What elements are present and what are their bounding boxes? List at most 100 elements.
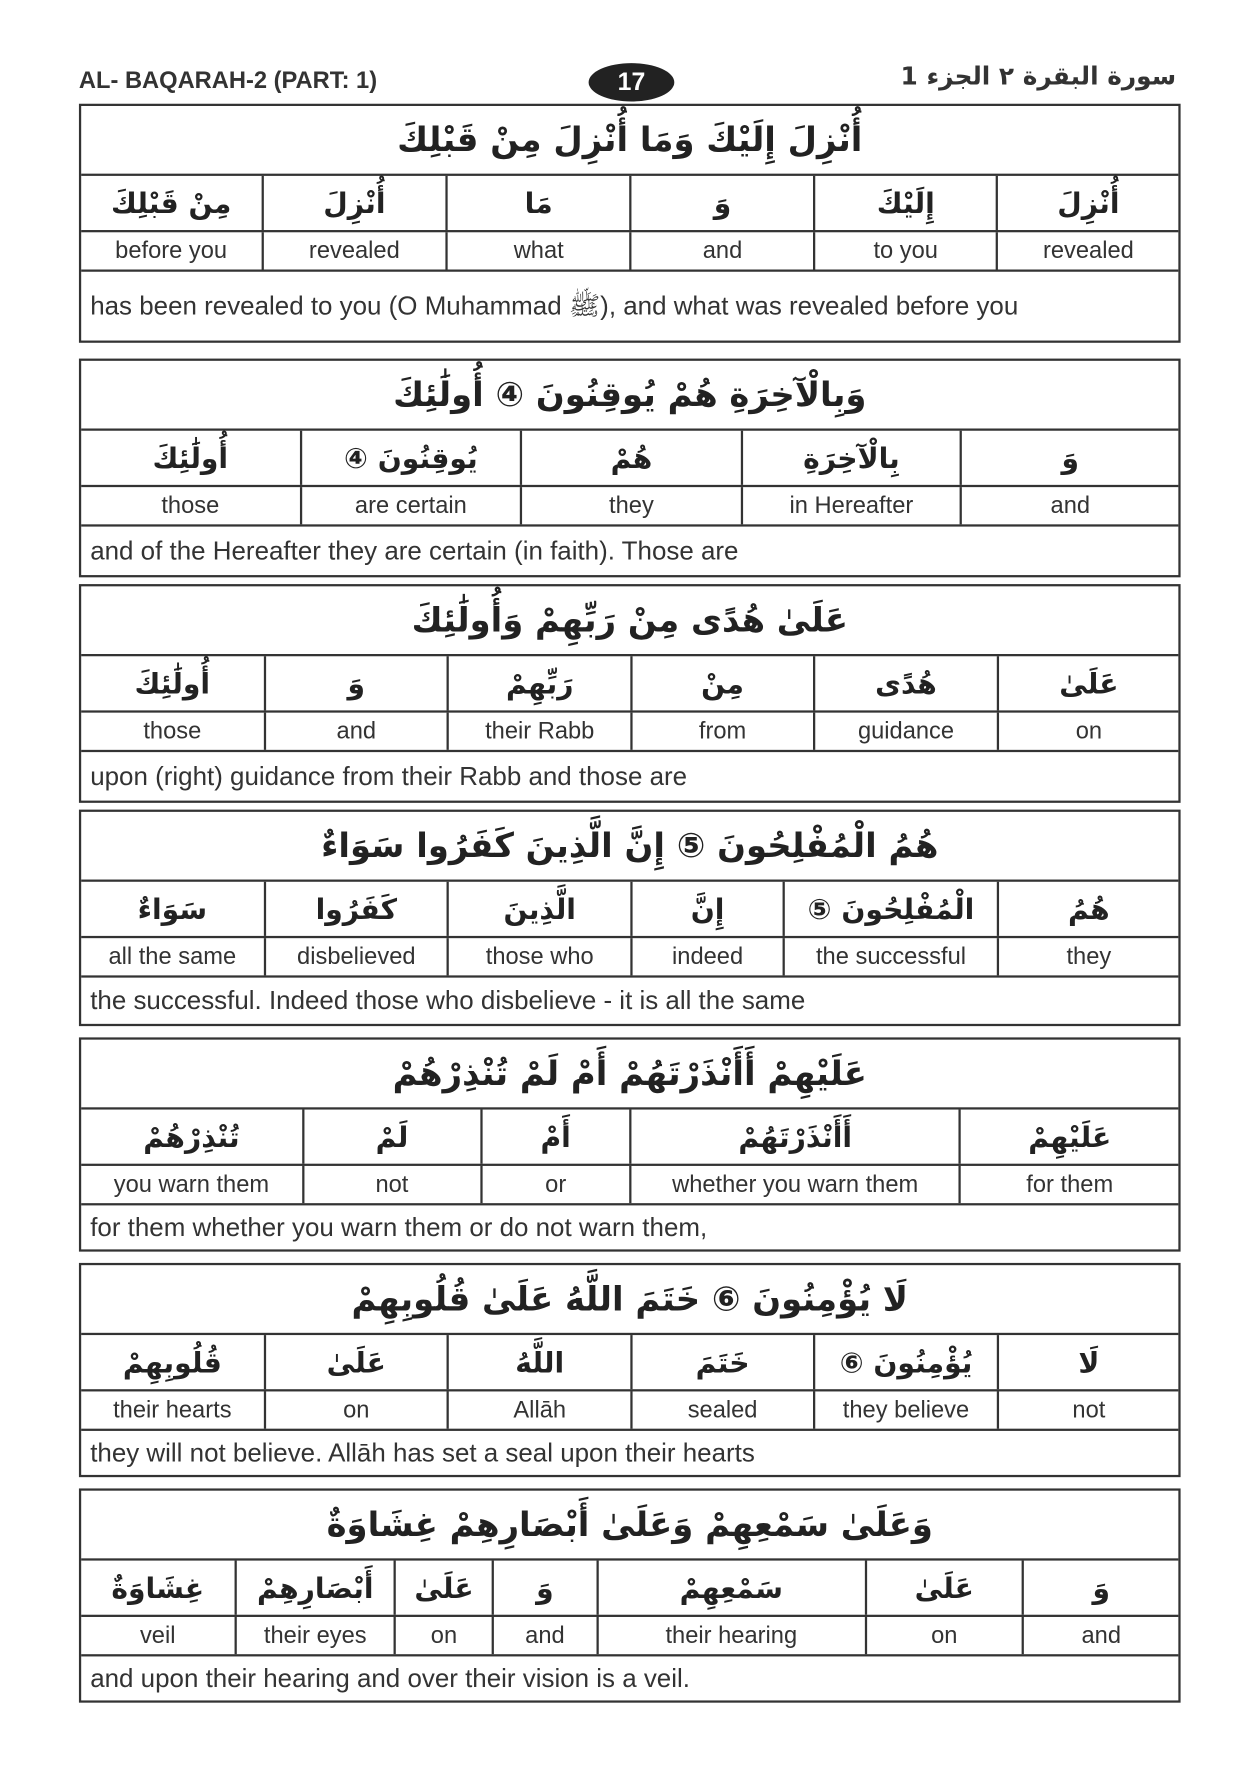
word-arabic: أَمْ [479, 1109, 629, 1164]
word-english: on [997, 712, 1178, 750]
word-arabic: سَمْعِهِمْ [595, 1560, 864, 1615]
word-arabic: أُولَٰئِكَ [152, 441, 229, 475]
word-arabic: غِشَاوَةٌ [111, 1571, 205, 1605]
verse-block: وَعَلَىٰ سَمْعِهِمْ وَعَلَىٰ أَبْصَارِهِ… [78, 1488, 1181, 1703]
word-english: and [263, 712, 446, 750]
word-arabic-row: أُنْزِلَ إِلَيْكَ وَ مَا أُنْزِلَ مِنْ قَبْلِ… [81, 175, 1179, 233]
word-english: those [161, 492, 220, 519]
ayah-arabic: وَبِالْآخِرَةِ هُمْ يُوقِنُونَ ④ أُولَٰئ… [81, 361, 1179, 431]
word-arabic: أُولَٰئِكَ [134, 666, 211, 700]
word-english: guidance [812, 712, 998, 750]
word-english: on [864, 1616, 1022, 1655]
word-arabic: هُمُ [997, 881, 1178, 936]
word-english: for them [958, 1165, 1178, 1204]
word-arabic: أَأَنْذَرْتَهُمْ [629, 1109, 959, 1164]
word-arabic: بِالْآخِرَةِ [740, 430, 960, 485]
word-english: in Hereafter [740, 487, 960, 525]
word-arabic: يُؤْمِنُونَ ⑥ [812, 1335, 998, 1390]
word-english: to you [812, 232, 996, 270]
word-english: Allāh [446, 1391, 630, 1429]
word-arabic: وَ [629, 175, 813, 231]
word-english-row: and on their hearing and on their eyes veil [81, 1616, 1179, 1657]
word-english: their hearts [113, 1396, 232, 1423]
word-english: their eyes [234, 1616, 394, 1655]
word-english-row: and in Hereafter they are certain those [81, 487, 1179, 527]
word-english: and [491, 1616, 596, 1655]
word-arabic-row: هُمُ الْمُفْلِحُونَ ⑤ إِنَّ الَّذِينَ كَفَرُ… [81, 881, 1179, 939]
word-arabic: عَلَىٰ [394, 1560, 492, 1615]
word-arabic: مِنْ قَبْلِكَ [110, 186, 232, 220]
word-english: they [520, 487, 741, 525]
word-arabic: عَلَىٰ [263, 1335, 446, 1390]
word-arabic: لَا [997, 1335, 1178, 1390]
word-english: those [143, 717, 202, 744]
word-arabic-row: لَا يُؤْمِنُونَ ⑥ خَتَمَ اللَّهُ عَلَىٰ قُلُو… [81, 1335, 1179, 1392]
word-arabic: قُلُوبِهِمْ [122, 1345, 222, 1379]
page-number: 17 [588, 63, 675, 102]
word-arabic: إِلَيْكَ [812, 175, 996, 231]
word-arabic: وَ [960, 430, 1178, 485]
word-english: disbelieved [263, 938, 446, 976]
word-english: whether you warn them [629, 1165, 959, 1204]
word-arabic: مِنْ [630, 656, 812, 711]
verse-translation: and of the Hereafter they are certain (i… [90, 535, 739, 565]
word-english: revealed [996, 232, 1178, 270]
ayah-arabic: هُمُ الْمُفْلِحُونَ ⑤ إِنَّ الَّذِينَ كَ… [81, 812, 1179, 882]
word-english-row: for them whether you warn them or not you wa… [81, 1165, 1179, 1206]
word-english: on [263, 1391, 446, 1429]
surah-title: AL- BAQARAH-2 (PART: 1) [78, 67, 378, 94]
verse-translation: for them whether you warn them or do not… [90, 1212, 708, 1242]
word-english: sealed [630, 1391, 812, 1429]
word-arabic: اللَّهُ [446, 1335, 630, 1390]
word-english: and [629, 232, 813, 270]
word-english: and [960, 487, 1178, 525]
word-english: and [1021, 1616, 1178, 1655]
word-english-row: on guidance from their Rabb and those [81, 712, 1179, 753]
verse-block: عَلَيْهِمْ أَأَنْذَرْتَهُمْ أَمْ لَمْ تُ… [78, 1037, 1181, 1252]
word-arabic: لَمْ [301, 1109, 480, 1164]
word-english: revealed [261, 232, 445, 270]
word-english: indeed [630, 938, 782, 976]
word-arabic: سَوَاءٌ [137, 892, 208, 926]
word-arabic: وَ [491, 1560, 596, 1615]
word-arabic-row: عَلَىٰ هُدًى مِنْ رَبِّهِمْ وَ أُولَٰئِكَ [81, 656, 1179, 713]
word-arabic: الَّذِينَ [446, 881, 630, 936]
word-arabic: هُمْ [520, 430, 741, 485]
word-arabic-row: عَلَيْهِمْ أَأَنْذَرْتَهُمْ أَمْ لَمْ تُنْذِ… [81, 1109, 1179, 1166]
word-english-row: they the successful indeed those who disbeli… [81, 938, 1179, 978]
word-english: all the same [108, 943, 237, 970]
word-arabic: عَلَيْهِمْ [958, 1109, 1178, 1164]
verse-block: هُمُ الْمُفْلِحُونَ ⑤ إِنَّ الَّذِينَ كَ… [78, 809, 1181, 1027]
arabic-surah-title: سورة البقرة ٢ الجزء 1 [900, 63, 1177, 92]
word-arabic: هُدًى [812, 656, 998, 711]
word-arabic-row: وَ عَلَىٰ سَمْعِهِمْ وَ عَلَىٰ أَبْصَارِهِمْ غ… [81, 1560, 1179, 1617]
word-arabic: وَ [263, 656, 446, 711]
word-arabic: مَا [445, 175, 629, 231]
word-english: not [301, 1165, 480, 1204]
word-english: those who [446, 938, 630, 976]
ayah-arabic: وَعَلَىٰ سَمْعِهِمْ وَعَلَىٰ أَبْصَارِهِ… [81, 1491, 1179, 1561]
word-english: from [630, 712, 812, 750]
word-english: are certain [299, 487, 520, 525]
verse-block: لَا يُؤْمِنُونَ ⑥ خَتَمَ اللَّهُ عَلَىٰ … [78, 1262, 1181, 1478]
word-english: you warn them [113, 1171, 270, 1197]
word-arabic: أُنْزِلَ [996, 175, 1178, 231]
word-english: they [997, 938, 1178, 976]
ayah-arabic: عَلَيْهِمْ أَأَنْذَرْتَهُمْ أَمْ لَمْ تُ… [81, 1040, 1179, 1110]
word-arabic: أَبْصَارِهِمْ [234, 1560, 394, 1615]
ayah-arabic: أُنْزِلَ إِلَيْكَ وَمَا أُنْزِلَ مِنْ قَ… [81, 106, 1179, 176]
word-arabic: كَفَرُوا [263, 881, 446, 936]
word-english-row: revealed to you and what revealed before you [81, 232, 1179, 272]
word-english: their hearing [595, 1616, 864, 1655]
word-english: not [997, 1391, 1178, 1429]
word-arabic: رَبِّهِمْ [446, 656, 630, 711]
word-arabic: خَتَمَ [630, 1335, 812, 1390]
word-english: the successful [782, 938, 998, 976]
verse-block: أُنْزِلَ إِلَيْكَ وَمَا أُنْزِلَ مِنْ قَ… [78, 103, 1181, 343]
word-arabic: تُنْذِرْهُمْ [143, 1120, 240, 1153]
ayah-arabic: عَلَىٰ هُدًى مِنْ رَبِّهِمْ وَأُولَٰئِكَ [81, 586, 1179, 657]
verse-translation: has been revealed to you (O Muhammad ﷺ),… [90, 290, 1019, 321]
word-arabic: عَلَىٰ [864, 1560, 1022, 1615]
verse-block: عَلَىٰ هُدًى مِنْ رَبِّهِمْ وَأُولَٰئِكَ… [78, 584, 1181, 803]
